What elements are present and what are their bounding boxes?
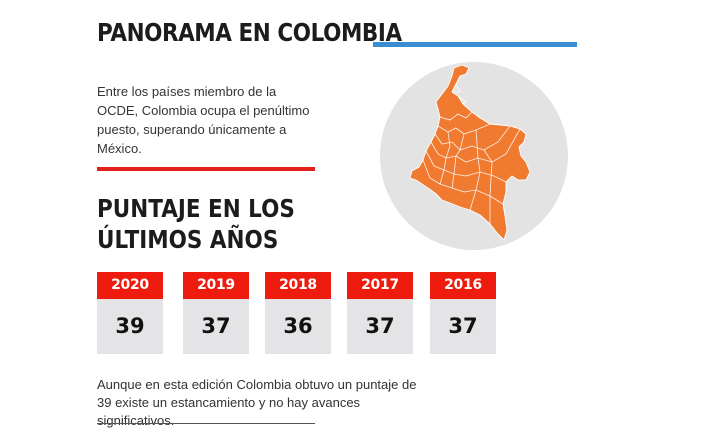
title-underline	[373, 42, 577, 47]
section-heading-line1: PUNTAJE EN LOS	[97, 194, 295, 223]
score-card-2017: 2017 37	[347, 272, 413, 354]
intro-text: Entre los países miembro de la OCDE, Col…	[97, 84, 310, 156]
score-card-2020: 2020 39	[97, 272, 163, 354]
score-card-year: 2019	[183, 272, 249, 299]
score-card-value: 39	[115, 314, 145, 338]
footer-divider	[97, 423, 315, 424]
score-card-value: 37	[365, 314, 395, 338]
section-heading: PUNTAJE EN LOS ÚLTIMOS AÑOS	[97, 193, 295, 255]
score-card-year: 2017	[347, 272, 413, 299]
score-card-2019: 2019 37	[183, 272, 249, 354]
score-card-2016: 2016 37	[430, 272, 496, 354]
score-card-value: 37	[448, 314, 478, 338]
score-cards: 2020 39 2019 37 2018 36 2017 37 2016 37	[97, 272, 517, 354]
colombia-map-icon	[380, 62, 568, 250]
page-title: PANORAMA EN COLOMBIA	[97, 18, 402, 47]
score-card-value: 37	[201, 314, 231, 338]
section-divider	[97, 167, 315, 171]
score-card-year: 2016	[430, 272, 496, 299]
score-card-year: 2020	[97, 272, 163, 299]
section-heading-line2: ÚLTIMOS AÑOS	[97, 225, 279, 254]
score-card-value: 36	[283, 314, 313, 338]
score-card-year: 2018	[265, 272, 331, 299]
footer-text: Aunque en esta edición Colombia obtuvo u…	[97, 377, 417, 428]
score-card-2018: 2018 36	[265, 272, 331, 354]
colombia-map-shape	[409, 64, 531, 241]
